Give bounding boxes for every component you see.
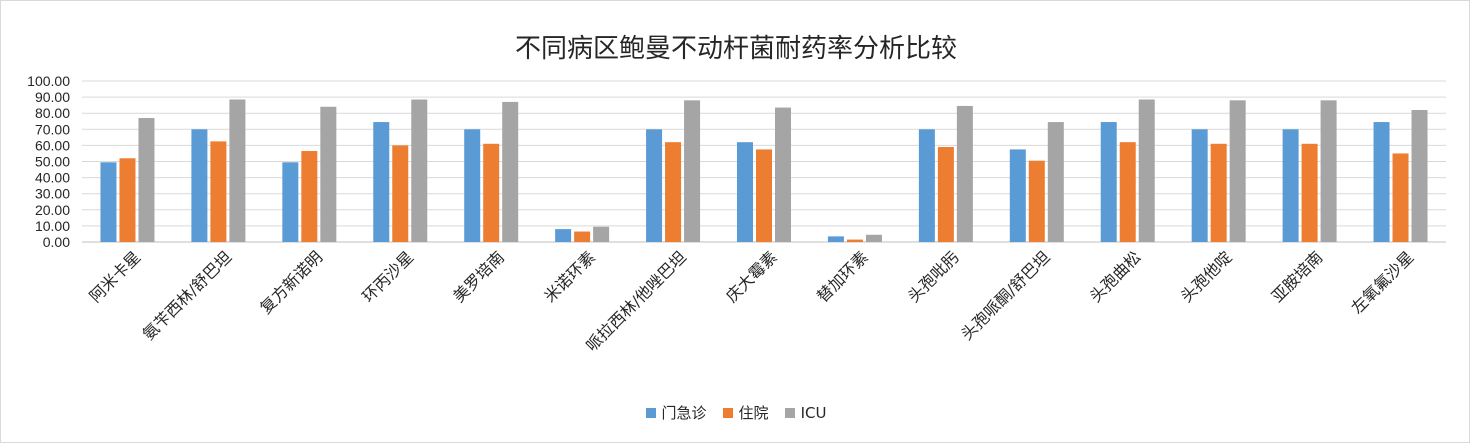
category-label: 阿米卡星: [86, 247, 145, 306]
bar: [119, 158, 136, 242]
category-label: 头孢吡肟: [904, 247, 963, 306]
category-label: 米诺环素: [540, 247, 599, 306]
bar: [392, 145, 409, 242]
legend-item: 住院: [722, 402, 769, 423]
bar: [1119, 142, 1136, 242]
bar: [937, 147, 954, 242]
bar: [301, 151, 318, 242]
bar: [1028, 160, 1045, 242]
bar: [756, 149, 772, 242]
y-tick-label: 100.00: [27, 73, 70, 89]
bar: [775, 107, 791, 242]
bar: [138, 118, 155, 242]
bar: [1100, 122, 1117, 242]
bar: [320, 106, 337, 242]
bar: [502, 101, 519, 243]
bar: [191, 129, 208, 242]
bar: [1301, 143, 1318, 242]
legend-item: 门急诊: [645, 402, 707, 423]
category-label: 头孢哌酮/舒巴坦: [957, 247, 1053, 343]
category-label: 左氧氟沙星: [1347, 247, 1417, 317]
bar: [100, 162, 117, 242]
y-tick-label: 60.00: [35, 137, 70, 153]
bar: [956, 105, 973, 242]
bar: [665, 142, 682, 242]
bar: [846, 239, 863, 242]
bar: [684, 100, 701, 242]
legend-label: ICU: [800, 403, 827, 422]
bar: [1191, 129, 1208, 242]
category-label: 复方新诺明: [256, 247, 326, 317]
category-label: 替加环素: [813, 247, 872, 306]
category-label: 哌拉西林/他唑巴坦: [582, 247, 690, 355]
y-tick-label: 20.00: [35, 202, 70, 218]
bar: [1229, 100, 1246, 242]
bar: [1210, 143, 1227, 242]
category-label: 庆大霉素: [722, 247, 781, 306]
y-tick-label: 80.00: [35, 105, 70, 121]
category-label: 环丙沙星: [358, 247, 417, 306]
legend-label: 门急诊: [661, 404, 707, 422]
bar: [464, 129, 481, 242]
legend-label: 住院: [738, 404, 769, 422]
y-tick-label: 50.00: [35, 154, 70, 170]
bar: [1138, 99, 1155, 242]
bar: [593, 226, 610, 242]
category-label: 头孢曲松: [1086, 247, 1145, 306]
category-label: 亚胺培南: [1268, 247, 1327, 306]
bar: [1282, 129, 1299, 242]
legend: 门急诊 住院 ICU: [0, 402, 1472, 423]
legend-item: ICU: [784, 402, 827, 423]
bar: [646, 129, 663, 242]
bar: [210, 141, 227, 242]
bar: [1392, 153, 1409, 242]
bar: [555, 229, 572, 242]
bar: [1373, 122, 1390, 242]
category-label: 头孢他啶: [1177, 247, 1236, 306]
y-axis-ticks: 0.0010.0020.0030.0040.0050.0060.0070.008…: [27, 73, 70, 250]
legend-swatch: [722, 407, 733, 418]
category-label: 美罗培南: [449, 247, 508, 306]
bar: [918, 129, 935, 242]
y-tick-label: 0.00: [43, 234, 70, 250]
bar: [737, 142, 753, 242]
bar: [483, 143, 500, 242]
y-tick-label: 10.00: [35, 218, 70, 234]
legend-swatch: [784, 407, 795, 418]
bar: [827, 236, 844, 242]
legend-swatch: [645, 407, 656, 418]
bar: [229, 99, 246, 242]
bar: [373, 122, 390, 242]
bar: [574, 231, 591, 242]
bar: [411, 99, 428, 242]
y-tick-label: 90.00: [35, 89, 70, 105]
chart-title: 不同病区鲍曼不动杆菌耐药率分析比较: [514, 34, 957, 64]
bar: [865, 234, 882, 242]
y-tick-label: 70.00: [35, 121, 70, 137]
y-tick-label: 40.00: [35, 170, 70, 186]
bar: [1411, 109, 1428, 242]
bars: [100, 99, 1428, 243]
bar: [1320, 100, 1337, 242]
y-tick-label: 30.00: [35, 186, 70, 202]
bar: [282, 162, 299, 242]
category-label: 氨苄西林/舒巴坦: [139, 247, 235, 343]
bar: [1009, 149, 1026, 242]
bar: [1047, 122, 1064, 242]
